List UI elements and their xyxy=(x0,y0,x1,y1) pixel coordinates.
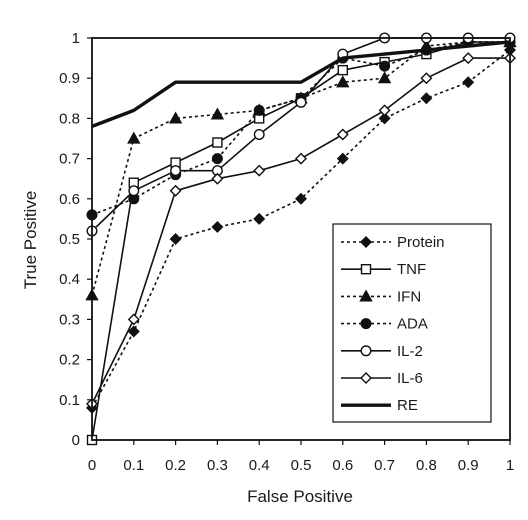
y-tick-label: 0.3 xyxy=(59,311,80,328)
x-tick-label: 0.8 xyxy=(416,457,437,474)
legend-marker-tnf xyxy=(360,264,372,275)
series-line-re xyxy=(91,40,511,128)
data-point-tnf xyxy=(212,137,223,148)
data-point-ada xyxy=(379,60,391,72)
legend-marker-il-6 xyxy=(360,372,372,384)
legend-label-protein: Protein xyxy=(397,234,445,251)
y-tick-label: 0.5 xyxy=(59,231,80,248)
data-point-protein xyxy=(420,92,433,105)
data-point-il-6 xyxy=(378,104,391,117)
data-point-il-2 xyxy=(253,128,265,140)
x-tick-label: 0.6 xyxy=(332,457,353,474)
data-point-ada xyxy=(253,104,265,116)
legend-marker-protein xyxy=(360,236,372,248)
series-layer xyxy=(85,32,517,446)
x-tick-label: 0.4 xyxy=(249,457,270,474)
y-tick-label: 0.7 xyxy=(59,151,80,168)
legend-marker-il-2 xyxy=(360,345,372,357)
y-tick-label: 0.6 xyxy=(59,191,80,208)
data-point-protein xyxy=(253,212,266,225)
data-point-protein xyxy=(462,76,475,89)
data-point-il-2 xyxy=(128,185,140,197)
series-ada xyxy=(86,36,516,221)
data-point-ifn xyxy=(168,111,183,124)
x-tick-label: 0.1 xyxy=(123,457,144,474)
data-point-protein xyxy=(336,152,349,165)
data-point-il-6 xyxy=(211,172,224,185)
data-point-ifn xyxy=(377,71,392,84)
data-point-protein xyxy=(211,220,224,233)
legend-item-ifn: IFN xyxy=(341,288,421,305)
x-tick-label: 0.9 xyxy=(458,457,479,474)
data-point-protein xyxy=(169,233,182,245)
legend: Protein TNF IFN ADA IL-2 IL-6 RE xyxy=(332,223,492,423)
y-tick-label: 0.9 xyxy=(59,70,80,87)
data-point-il-6 xyxy=(420,72,433,85)
data-point-protein xyxy=(378,112,391,125)
x-axis-label: False Positive xyxy=(247,487,353,506)
data-point-il-6 xyxy=(462,52,475,65)
series-il-2 xyxy=(86,32,516,237)
legend-item-protein: Protein xyxy=(341,234,445,251)
data-point-il-2 xyxy=(295,96,307,108)
data-point-il-6 xyxy=(253,164,266,177)
legend-item-re: RE xyxy=(341,397,418,414)
x-tick-label: 0.7 xyxy=(374,457,395,474)
legend-marker-ifn xyxy=(359,289,373,302)
legend-label-ifn: IFN xyxy=(397,288,421,305)
y-tick-label: 0.2 xyxy=(59,352,80,369)
legend-label-tnf: TNF xyxy=(397,261,426,278)
data-point-ifn xyxy=(336,75,350,88)
y-tick-label: 0 xyxy=(72,432,80,449)
data-point-protein xyxy=(127,325,140,338)
legend-item-ada: ADA xyxy=(341,316,428,333)
y-tick-label: 0.1 xyxy=(59,392,80,409)
legend-label-ada: ADA xyxy=(397,316,428,333)
data-point-il-6 xyxy=(169,184,182,197)
y-axis-label: True Positive xyxy=(21,191,40,290)
data-point-il-6 xyxy=(295,152,307,165)
x-tick-label: 1 xyxy=(506,457,514,474)
y-tick-label: 0.4 xyxy=(59,271,80,288)
data-point-il-6 xyxy=(336,128,349,141)
data-point-il-2 xyxy=(170,165,182,177)
legend-marker-ada xyxy=(360,318,372,330)
legend-label-il-6: IL-6 xyxy=(397,370,423,387)
data-point-il-6 xyxy=(127,313,140,326)
y-tick-label: 0.8 xyxy=(59,110,80,127)
data-point-tnf xyxy=(337,64,348,76)
y-tick-label: 1 xyxy=(72,30,80,47)
series-re xyxy=(91,40,511,128)
legend-item-il-6: IL-6 xyxy=(341,370,423,387)
legend-label-re: RE xyxy=(397,397,418,414)
x-tick-label: 0.3 xyxy=(207,457,228,474)
x-tick-label: 0.2 xyxy=(165,457,186,474)
axis-ticks: 0 0.1 0.2 0.3 0.4 0.5 0.6 0.7 0.8 0.9 1 0 0.1 0.2 0.3 0… xyxy=(59,30,514,474)
legend-item-il-2: IL-2 xyxy=(341,343,423,360)
data-point-ifn xyxy=(210,107,225,120)
x-tick-label: 0 xyxy=(88,457,96,474)
legend-label-il-2: IL-2 xyxy=(397,343,423,360)
data-point-protein xyxy=(295,192,307,205)
legend-item-tnf: TNF xyxy=(341,261,426,278)
series-protein xyxy=(86,44,516,414)
data-point-ada xyxy=(211,153,223,165)
plot-frame xyxy=(91,37,511,441)
x-tick-label: 0.5 xyxy=(291,457,312,474)
y-axis-title: True Positive xyxy=(21,191,40,290)
data-point-ifn xyxy=(127,131,141,144)
